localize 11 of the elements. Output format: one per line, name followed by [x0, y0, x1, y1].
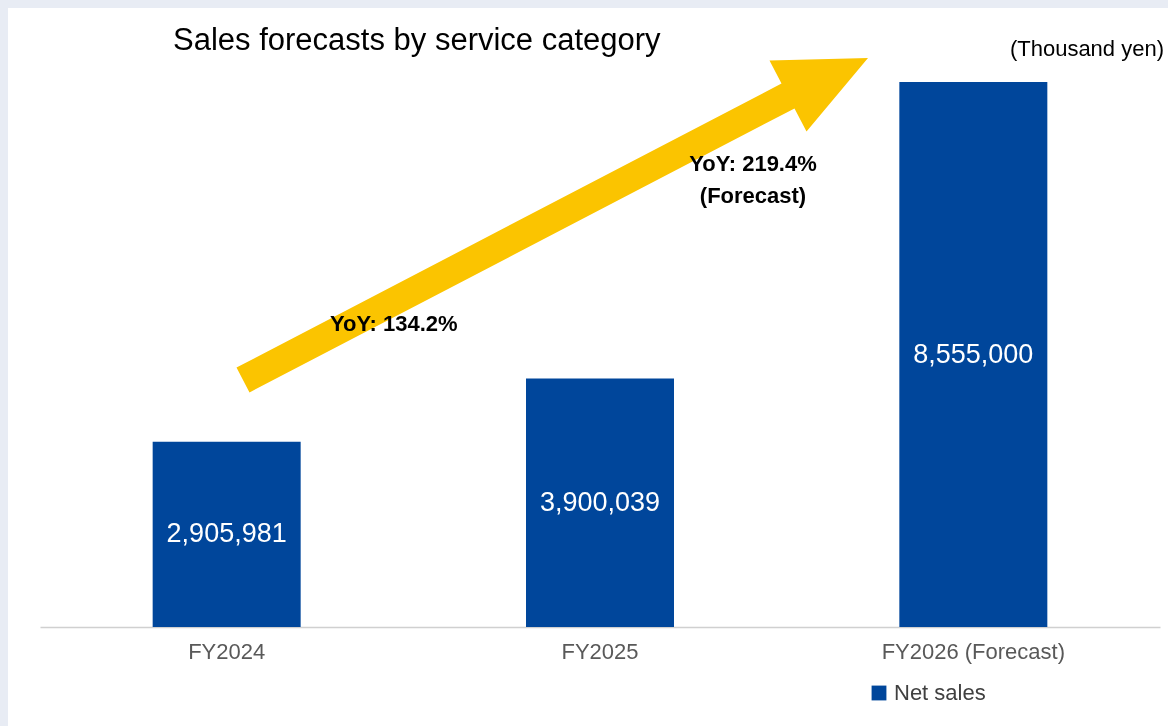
x-tick-label: FY2024 [188, 638, 266, 664]
data-label: 3,900,039 [539, 486, 661, 517]
chart-title: Sales forecasts by service category [173, 22, 661, 58]
x-tick-label: FY2026 (Forecast) [881, 638, 1066, 664]
data-label: 2,905,981 [166, 518, 287, 549]
data-label: 8,555,000 [913, 338, 1034, 369]
legend-label: Net sales [894, 680, 986, 705]
x-tick-label: FY2025 [561, 638, 639, 664]
annotation: YoY: 219.4% (Forecast) [688, 150, 818, 210]
annotation: YoY: 134.2% [330, 310, 458, 338]
y-axis-title: (Thousand yen) [1009, 36, 1164, 62]
